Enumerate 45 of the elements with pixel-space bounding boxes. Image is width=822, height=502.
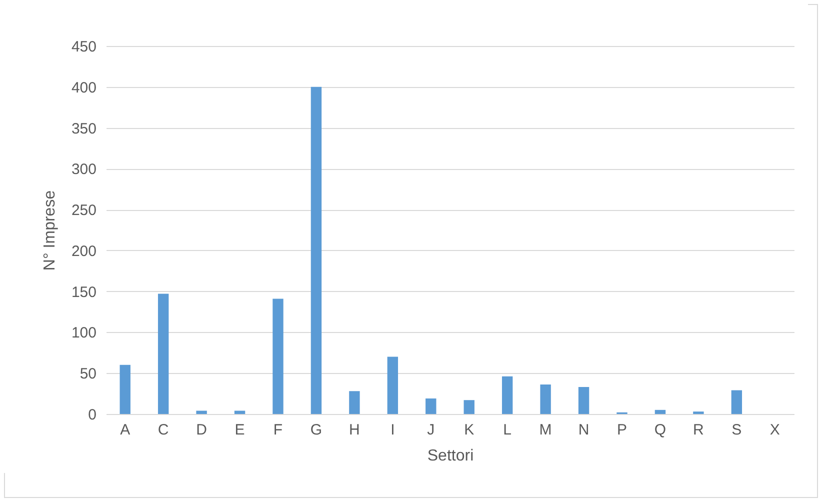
x-tick-label: S (732, 422, 742, 438)
y-tick-label: 50 (80, 366, 96, 383)
y-axis-title: N° Imprese (41, 190, 58, 271)
bar (426, 398, 436, 414)
x-tick-label: G (310, 422, 322, 438)
bar (502, 376, 513, 414)
bar (540, 384, 551, 414)
x-tick-label: E (234, 422, 245, 438)
y-tick-label: 450 (71, 38, 96, 56)
bar (464, 400, 474, 414)
y-tick-label: 0 (88, 406, 96, 424)
x-tick-label: A (120, 422, 130, 438)
x-tick-label: M (539, 422, 552, 438)
y-tick-label: 200 (71, 242, 96, 260)
x-tick-label: C (158, 422, 169, 438)
bar (387, 356, 398, 414)
bar (349, 391, 360, 414)
bar (158, 294, 169, 414)
x-tick-label: H (349, 422, 360, 438)
bar (654, 410, 666, 414)
x-tick-label: J (427, 422, 435, 438)
bar (272, 298, 284, 414)
x-tick-label: R (693, 422, 704, 438)
bar (310, 86, 322, 414)
bar (731, 390, 742, 414)
bar (196, 410, 207, 414)
x-tick-label: N (578, 422, 590, 438)
y-tick-label: 350 (71, 120, 96, 138)
x-tick-label: L (503, 422, 512, 438)
bar (120, 364, 130, 414)
y-tick-label: 400 (71, 79, 96, 96)
x-tick-label: P (616, 422, 628, 438)
x-tick-label: K (464, 422, 474, 438)
x-tick-label: D (196, 422, 208, 438)
x-axis-title: Settori (427, 448, 474, 464)
x-tick-label: Q (654, 422, 666, 438)
y-tick-label: 150 (71, 284, 96, 301)
x-tick-label: I (390, 422, 395, 438)
y-tick-label: 250 (71, 202, 96, 220)
x-tick-label: X (770, 422, 780, 438)
x-tick-label: F (273, 422, 283, 438)
bar (234, 410, 246, 414)
y-tick-label: 100 (71, 324, 96, 342)
y-tick-label: 300 (71, 161, 96, 178)
bar (578, 387, 590, 414)
